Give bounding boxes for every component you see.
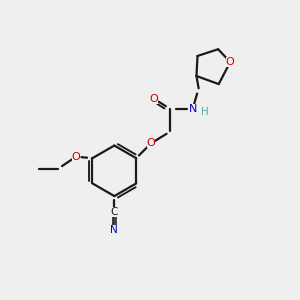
Text: O: O [150,94,158,104]
Text: N: N [188,104,197,114]
Text: N: N [110,225,118,235]
Text: O: O [147,138,155,148]
Text: C: C [111,207,118,218]
Text: H: H [201,107,209,117]
Text: O: O [72,152,80,162]
Text: O: O [226,57,235,67]
